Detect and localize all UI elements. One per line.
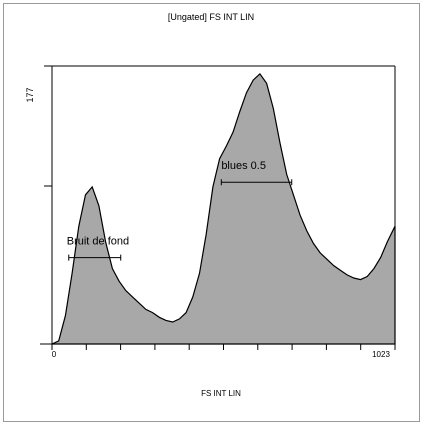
- x-ticks: [51, 344, 396, 350]
- gate-marker-label: Bruit de fond: [67, 236, 129, 248]
- gate-marker-label: blues 0.5: [221, 160, 266, 172]
- plot-area: [51, 72, 396, 345]
- x-axis-label: FS INT LIN: [201, 389, 241, 398]
- x-tick-label-max: 1023: [372, 350, 390, 359]
- y-tick-label-max: 177: [25, 87, 35, 102]
- chart-title: [Ungated] FS INT LIN: [168, 12, 254, 22]
- gate-markers: Bruit de fond blues 0.5: [67, 160, 293, 261]
- histogram-area: [51, 72, 396, 345]
- x-tick-label-min: 0: [52, 350, 57, 359]
- plot-window: [3, 3, 420, 422]
